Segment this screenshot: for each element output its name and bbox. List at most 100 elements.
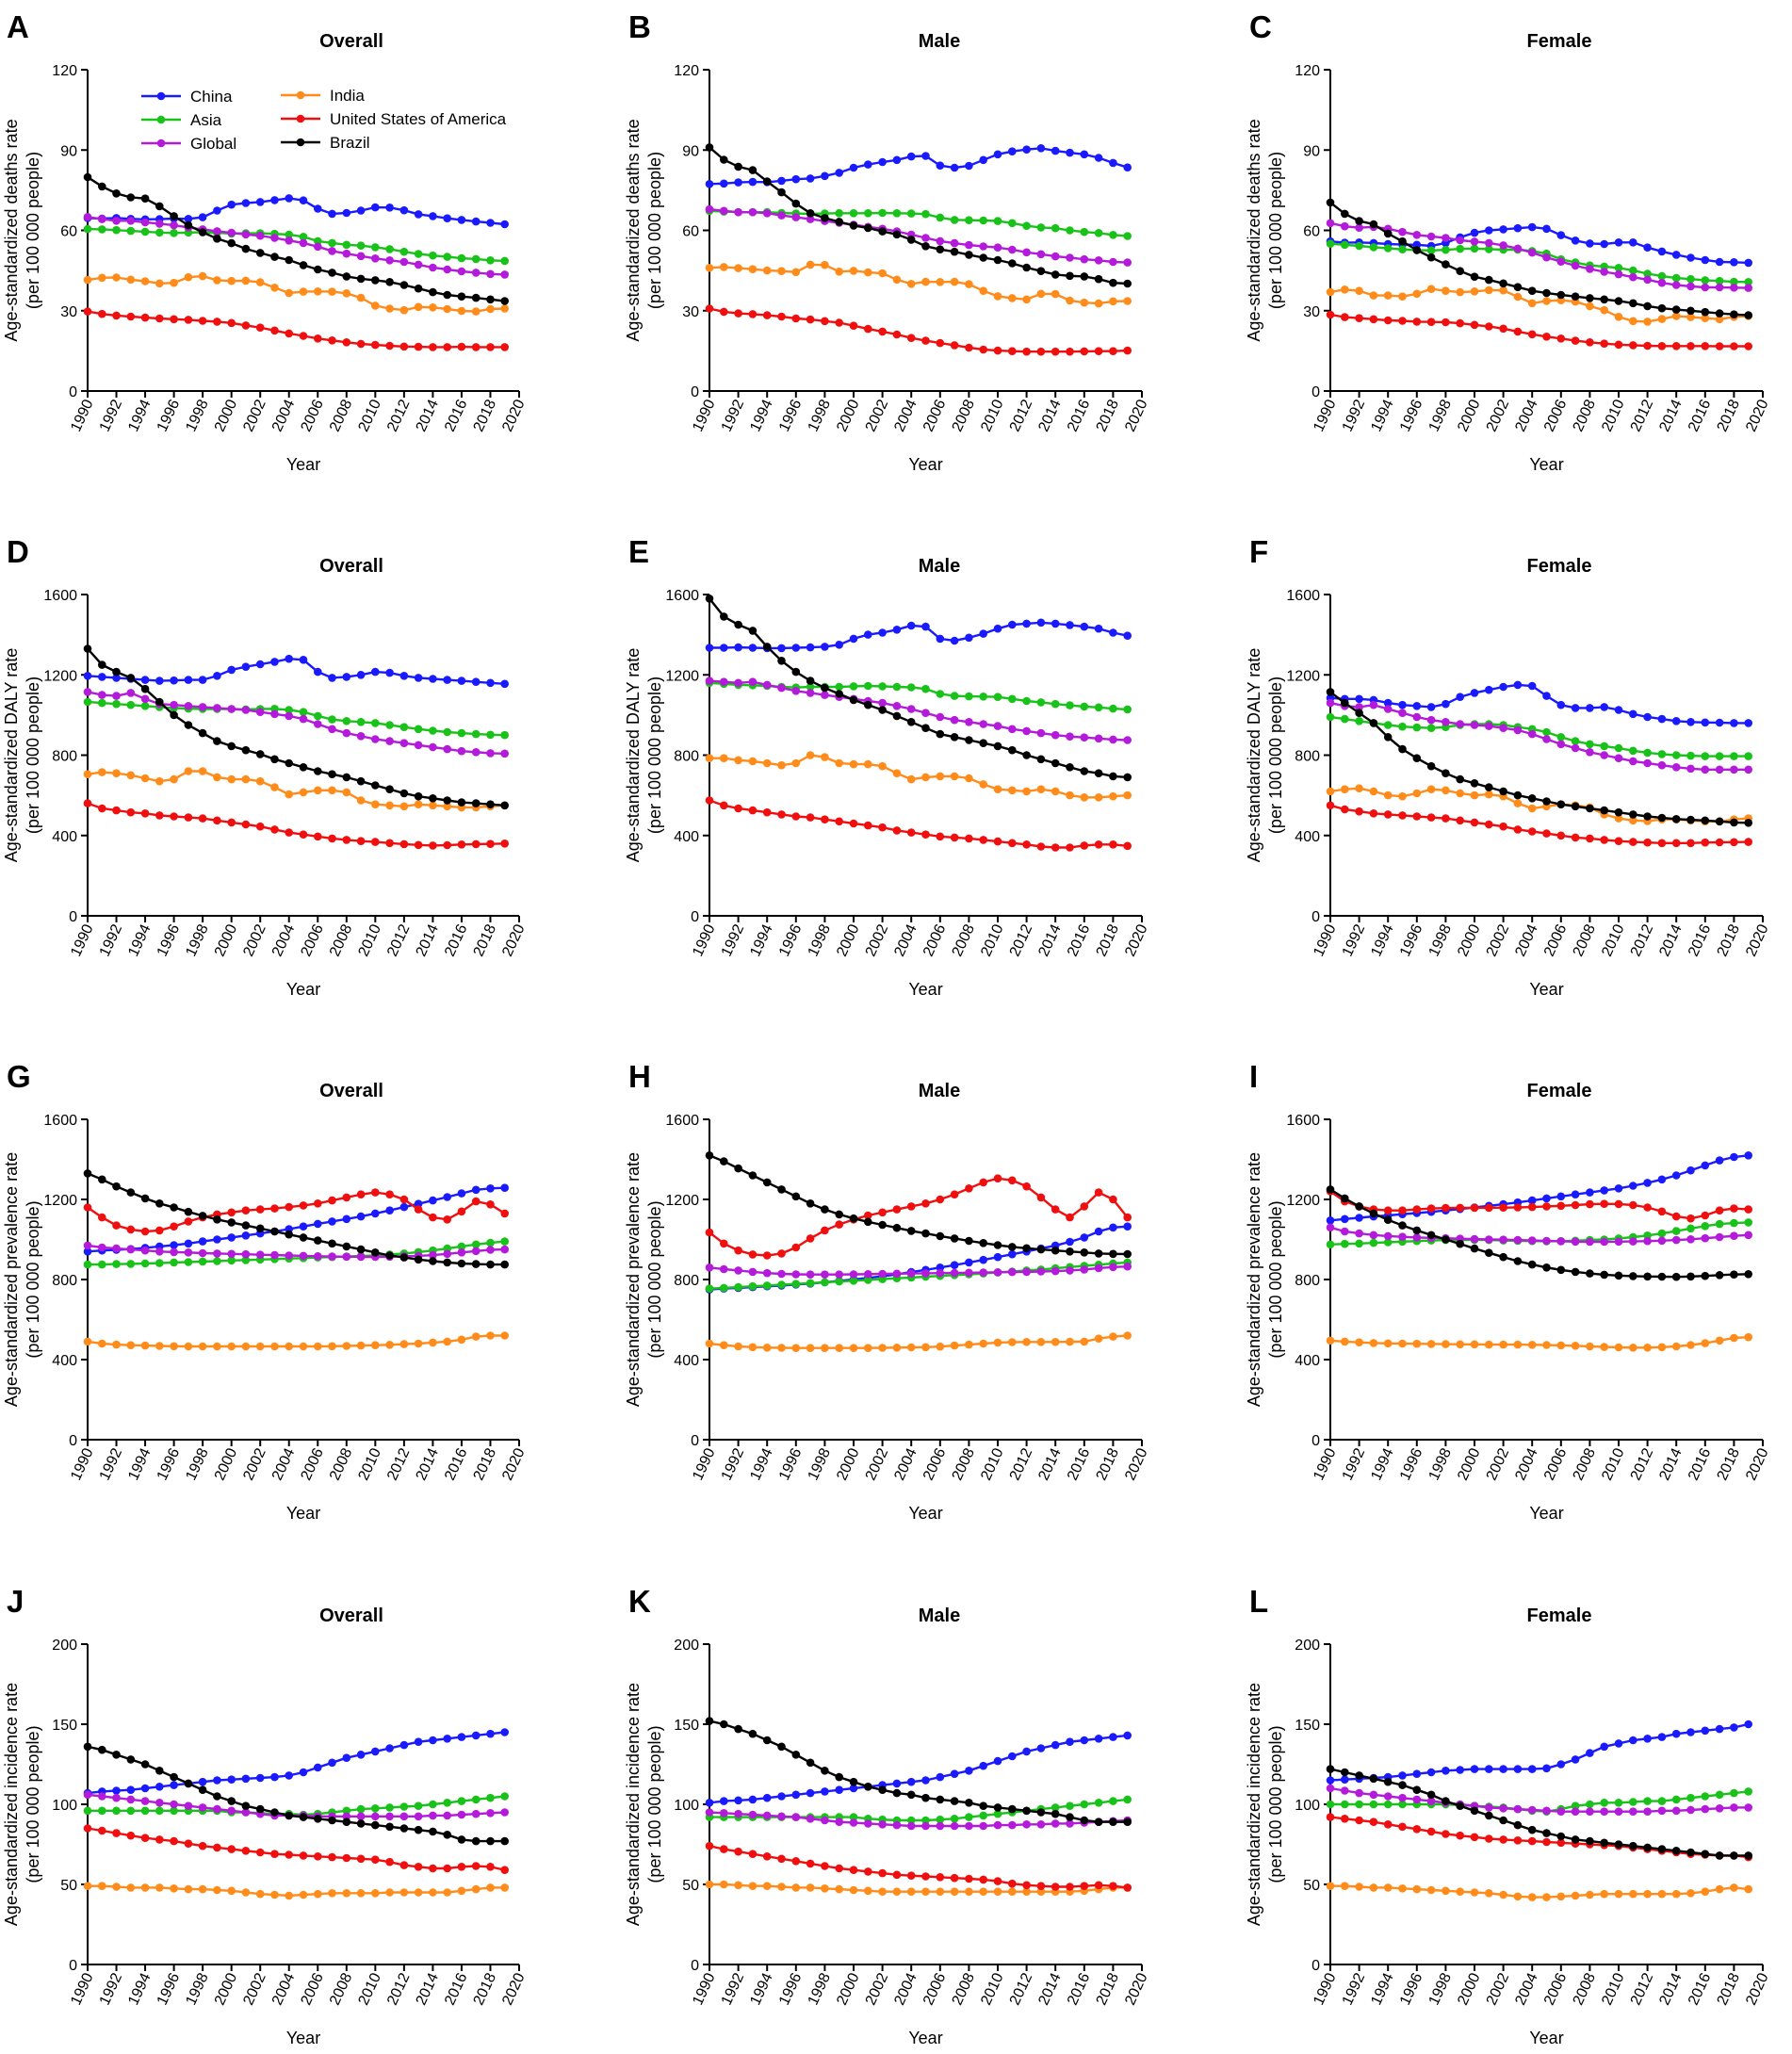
- data-point: [965, 1813, 973, 1821]
- data-point: [1542, 288, 1551, 298]
- data-point: [1383, 229, 1393, 238]
- data-point: [777, 312, 786, 321]
- data-point: [849, 695, 858, 705]
- data-point: [878, 682, 887, 691]
- data-point: [429, 1888, 437, 1897]
- data-point: [429, 742, 437, 752]
- data-point: [1022, 248, 1031, 257]
- data-point: [112, 225, 121, 235]
- panel-title: Overall: [319, 556, 383, 577]
- data-point: [126, 700, 136, 709]
- data-point: [1022, 1338, 1031, 1346]
- x-tick-label: 2002: [1484, 921, 1512, 959]
- data-point: [429, 251, 437, 260]
- data-point: [892, 1223, 902, 1232]
- data-point: [1470, 287, 1479, 296]
- data-point: [471, 729, 481, 739]
- series-line-china: [1329, 1722, 1749, 1782]
- data-point: [965, 280, 973, 288]
- data-point: [184, 813, 193, 822]
- x-tick-label: 2004: [269, 921, 298, 959]
- series-united-states-of-america: [83, 307, 509, 351]
- data-point: [399, 723, 409, 731]
- data-point: [1715, 817, 1724, 826]
- data-point: [198, 1777, 207, 1786]
- data-point: [486, 1729, 495, 1738]
- data-point: [906, 152, 916, 161]
- data-point: [1066, 1266, 1074, 1275]
- data-point: [936, 1873, 945, 1882]
- data-point: [371, 203, 380, 212]
- data-point: [1066, 1819, 1074, 1828]
- data-point: [791, 1813, 801, 1821]
- data-point: [457, 342, 466, 351]
- data-point: [1470, 1244, 1479, 1253]
- data-point: [414, 1339, 423, 1348]
- data-point: [993, 1820, 1002, 1830]
- data-point: [1341, 1214, 1349, 1224]
- data-point: [1600, 295, 1608, 304]
- legend-label: Asia: [190, 111, 222, 129]
- data-point: [720, 801, 728, 810]
- data-point: [385, 1812, 394, 1821]
- data-point: [1701, 342, 1710, 350]
- series-line-india: [709, 754, 1128, 799]
- data-point: [356, 776, 366, 786]
- data-point: [140, 774, 150, 783]
- data-point: [1571, 1807, 1580, 1816]
- data-point: [500, 1808, 509, 1817]
- data-point: [1412, 1205, 1422, 1214]
- y-tick-label: 60: [1303, 224, 1320, 240]
- data-point: [471, 799, 481, 807]
- data-point: [198, 1237, 207, 1246]
- data-point: [328, 1252, 336, 1261]
- y-tick-label: 1200: [665, 668, 699, 684]
- data-point: [1629, 272, 1637, 282]
- data-point: [1383, 1215, 1393, 1224]
- data-point: [734, 1342, 742, 1351]
- data-point: [1080, 702, 1089, 711]
- data-point: [1643, 748, 1652, 758]
- y-tick-label: 0: [691, 384, 699, 400]
- series-line-asia: [1330, 1790, 1749, 1813]
- data-point: [486, 1809, 495, 1818]
- data-point: [734, 1847, 742, 1856]
- data-point: [835, 641, 843, 649]
- y-tick-label: 100: [1295, 1798, 1320, 1814]
- data-point: [457, 746, 466, 756]
- data-point: [1426, 1204, 1436, 1213]
- data-point: [1600, 742, 1608, 751]
- data-point: [849, 819, 858, 828]
- data-point: [83, 1337, 92, 1346]
- data-point: [1066, 253, 1074, 262]
- data-point: [342, 289, 351, 298]
- data-point: [1036, 267, 1046, 276]
- data-point: [98, 1213, 106, 1222]
- data-point: [184, 1884, 193, 1894]
- data-point: [1341, 313, 1349, 321]
- data-point: [1513, 1765, 1523, 1773]
- data-point: [1008, 745, 1017, 755]
- data-point: [98, 1175, 106, 1184]
- data-point: [314, 1252, 322, 1261]
- data-point: [342, 836, 351, 844]
- data-point: [1470, 228, 1479, 237]
- data-point: [1470, 779, 1479, 788]
- data-point: [1629, 237, 1637, 247]
- x-tick-label: 1998: [806, 1970, 834, 2008]
- data-point: [112, 1806, 121, 1816]
- data-point: [705, 1799, 714, 1807]
- data-point: [1456, 720, 1464, 728]
- data-point: [328, 1239, 336, 1248]
- data-point: [791, 812, 801, 821]
- data-point: [371, 719, 380, 727]
- data-point: [979, 345, 987, 354]
- data-point: [184, 215, 193, 223]
- data-point: [1326, 1185, 1335, 1194]
- data-point: [184, 316, 193, 324]
- data-point: [227, 318, 236, 328]
- data-point: [1499, 241, 1507, 250]
- data-point: [170, 1247, 178, 1257]
- data-point: [965, 161, 973, 171]
- data-point: [936, 772, 945, 781]
